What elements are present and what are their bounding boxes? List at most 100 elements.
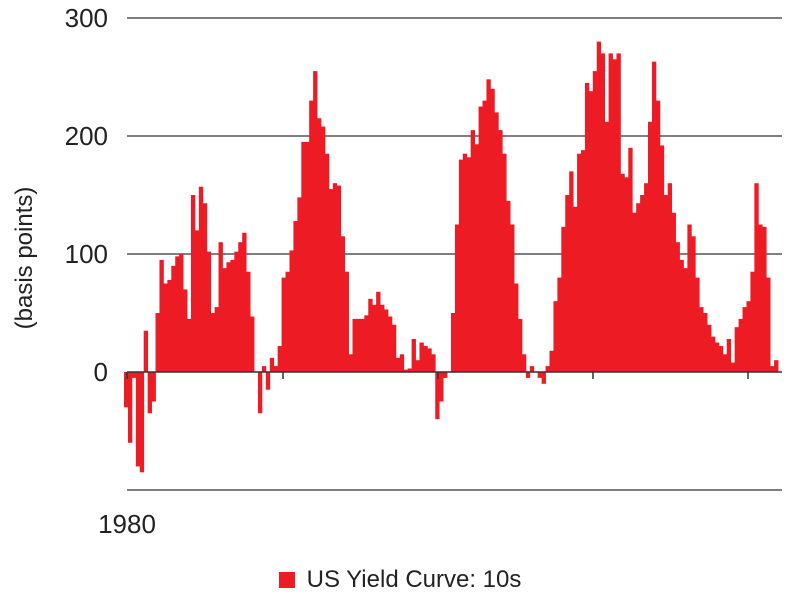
bar bbox=[309, 100, 314, 372]
bar bbox=[486, 79, 491, 373]
bar bbox=[435, 372, 440, 420]
bar bbox=[569, 171, 574, 372]
bar bbox=[663, 195, 669, 372]
bar bbox=[722, 354, 728, 372]
y-tick-label: 0 bbox=[94, 357, 108, 387]
bar bbox=[470, 130, 476, 372]
bar bbox=[301, 141, 306, 372]
bar bbox=[246, 271, 251, 372]
bar bbox=[175, 256, 180, 372]
bar bbox=[277, 346, 282, 372]
bar bbox=[234, 251, 239, 372]
bar bbox=[439, 372, 444, 402]
bar bbox=[691, 236, 696, 372]
bar bbox=[328, 189, 334, 372]
bar bbox=[730, 362, 736, 372]
bar bbox=[265, 372, 271, 390]
gridlines bbox=[127, 17, 782, 255]
bar bbox=[387, 316, 393, 372]
bar bbox=[348, 354, 353, 372]
bar bbox=[214, 307, 219, 372]
bar bbox=[139, 372, 145, 473]
bar bbox=[758, 224, 763, 372]
bar bbox=[502, 153, 507, 372]
bar bbox=[687, 224, 692, 372]
bar bbox=[510, 224, 515, 372]
tick-labels: 0 100 200 300 1980 bbox=[65, 3, 156, 539]
bar bbox=[320, 126, 326, 372]
bar bbox=[734, 327, 739, 372]
bar bbox=[238, 242, 243, 372]
bar bbox=[714, 342, 720, 372]
bar bbox=[190, 195, 196, 372]
bar bbox=[529, 366, 535, 372]
bar bbox=[273, 366, 279, 372]
bar bbox=[612, 59, 617, 373]
bar bbox=[399, 354, 405, 372]
bar bbox=[451, 313, 456, 372]
bar bbox=[604, 121, 609, 372]
bar bbox=[458, 159, 464, 372]
bar bbox=[742, 307, 747, 372]
bar bbox=[202, 203, 208, 372]
bar bbox=[380, 304, 385, 372]
bar bbox=[183, 289, 188, 372]
bar bbox=[647, 121, 653, 372]
bar bbox=[143, 330, 149, 372]
bar bbox=[124, 372, 129, 408]
bar bbox=[620, 173, 625, 372]
bar bbox=[407, 368, 412, 372]
bar bbox=[541, 372, 546, 384]
bar bbox=[218, 242, 223, 372]
bar bbox=[423, 346, 428, 372]
bar bbox=[395, 357, 401, 372]
y-tick-label: 300 bbox=[65, 3, 108, 33]
bar bbox=[608, 53, 613, 373]
bar bbox=[549, 350, 554, 372]
bar bbox=[514, 283, 519, 372]
bar bbox=[384, 309, 389, 372]
bar bbox=[746, 301, 751, 372]
bar bbox=[750, 271, 755, 372]
bar bbox=[462, 153, 468, 372]
x-tick-label: 1980 bbox=[98, 509, 156, 539]
bar bbox=[242, 232, 247, 372]
bar bbox=[332, 183, 338, 372]
bar bbox=[525, 372, 531, 378]
bar bbox=[179, 254, 184, 372]
legend-swatch bbox=[278, 572, 295, 588]
bar bbox=[411, 338, 416, 372]
bar bbox=[443, 372, 448, 378]
bar bbox=[163, 283, 168, 372]
bar bbox=[317, 118, 322, 372]
bar bbox=[289, 250, 294, 372]
bar bbox=[431, 354, 436, 372]
bar bbox=[774, 360, 779, 372]
bar bbox=[281, 277, 286, 372]
bar bbox=[754, 183, 759, 372]
bar bbox=[581, 150, 586, 372]
y-tick-label: 200 bbox=[65, 121, 108, 151]
bar bbox=[490, 88, 495, 373]
bar bbox=[356, 318, 361, 372]
bar bbox=[573, 206, 578, 372]
bar bbox=[726, 338, 732, 372]
bar bbox=[194, 230, 200, 372]
y-axis-title: (basis points) bbox=[11, 187, 38, 330]
bar bbox=[340, 236, 346, 372]
bar bbox=[667, 183, 673, 372]
bar bbox=[584, 82, 590, 373]
bar bbox=[368, 298, 373, 372]
bar bbox=[131, 372, 137, 378]
bar bbox=[222, 268, 227, 372]
bar bbox=[344, 271, 349, 372]
bar bbox=[305, 141, 310, 372]
axes bbox=[126, 371, 782, 491]
bar bbox=[577, 153, 582, 372]
bar bbox=[537, 372, 543, 378]
bar bbox=[261, 366, 267, 372]
bar bbox=[466, 157, 472, 372]
bar bbox=[376, 291, 381, 372]
bar bbox=[226, 262, 231, 372]
bar bbox=[553, 301, 558, 372]
